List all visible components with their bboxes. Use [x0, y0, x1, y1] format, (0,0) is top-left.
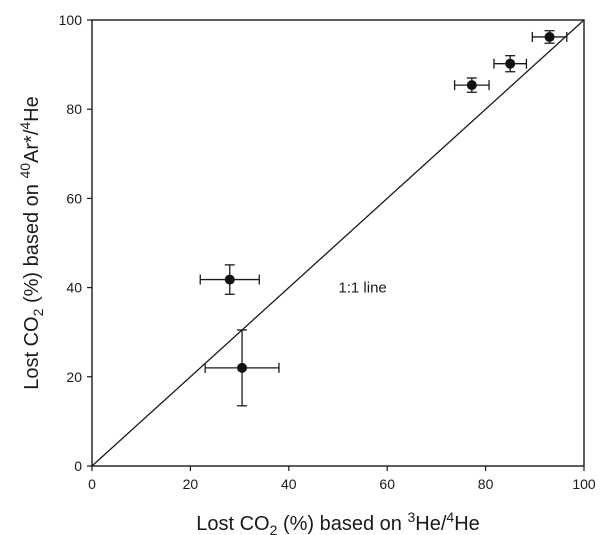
x-tick-label: 40 [281, 476, 297, 492]
data-point-2 [204, 329, 280, 407]
x-axis-title-sub: 2 [270, 522, 278, 535]
data-point-marker [466, 80, 477, 91]
one-to-one-line [91, 19, 585, 467]
x-axis-title-sup2: 4 [446, 509, 454, 525]
y-axis-title-mid2: Ar*/ [21, 129, 43, 163]
ticks-layer: 0 20 40 60 80 100 0 20 40 60 80 100 [59, 12, 596, 492]
y-axis-title-sub: 2 [30, 308, 46, 316]
data-point-4 [493, 55, 528, 73]
reference-line-layer [91, 19, 585, 467]
y-axis-title-mid: (%) based on [21, 179, 43, 309]
y-axis-title-sup2: 4 [17, 122, 33, 130]
x-axis-title-sup1: 3 [407, 509, 415, 525]
x-axis-title-tail: He [454, 513, 480, 535]
x-axis-title-mid: (%) based on [277, 513, 407, 535]
y-tick-label: 40 [66, 280, 82, 296]
y-tick-label: 60 [66, 190, 82, 206]
y-axis-title-prefix: Lost CO [21, 316, 43, 389]
y-tick-label: 0 [74, 458, 82, 474]
x-tick-label: 0 [88, 476, 96, 492]
data-point-5 [531, 30, 568, 44]
x-axis-title-prefix: Lost CO [196, 513, 269, 535]
x-axis-title-mid2: He/ [415, 513, 447, 535]
data-point-3 [453, 77, 490, 93]
y-tick-label: 100 [59, 12, 83, 28]
y-tick-label: 80 [66, 101, 82, 117]
data-point-marker [505, 58, 516, 69]
y-axis-title: Lost CO2 (%) based on 40Ar*/4He [17, 96, 46, 390]
x-tick-label: 60 [379, 476, 395, 492]
x-tick-label: 80 [478, 476, 494, 492]
data-point-marker [224, 274, 235, 285]
x-tick-label: 100 [572, 476, 596, 492]
data-point-1 [199, 264, 260, 295]
data-point-marker [544, 31, 555, 42]
y-axis-title-tail: He [21, 96, 43, 122]
x-tick-label: 20 [183, 476, 199, 492]
plot-border [91, 19, 585, 467]
data-point-marker [237, 362, 248, 373]
y-axis-title-sup1: 40 [17, 163, 33, 179]
reference-line-label: 1:1 line [338, 280, 386, 297]
plot-frame-layer [91, 19, 585, 467]
points-layer [199, 30, 568, 407]
x-axis-title: Lost CO2 (%) based on 3He/4He [196, 509, 480, 535]
y-tick-label: 20 [66, 369, 82, 385]
